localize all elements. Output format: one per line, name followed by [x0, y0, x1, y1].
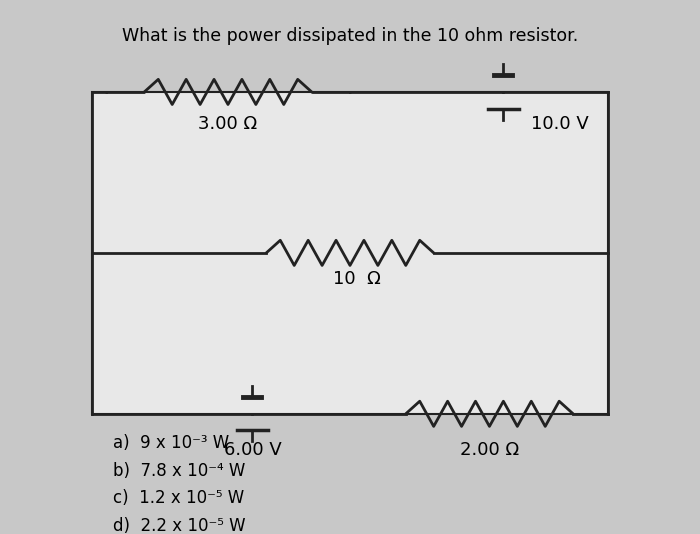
FancyBboxPatch shape — [92, 92, 608, 414]
Text: What is the power dissipated in the 10 ohm resistor.: What is the power dissipated in the 10 o… — [122, 27, 578, 44]
Text: c)  1.2 x 10⁻⁵ W: c) 1.2 x 10⁻⁵ W — [113, 489, 244, 507]
Text: 3.00 Ω: 3.00 Ω — [198, 115, 258, 132]
Text: a)  9 x 10⁻³ W: a) 9 x 10⁻³ W — [113, 434, 229, 452]
Text: 6.00 V: 6.00 V — [223, 442, 281, 459]
Text: b)  7.8 x 10⁻⁴ W: b) 7.8 x 10⁻⁴ W — [113, 461, 245, 480]
Text: d)  2.2 x 10⁻⁵ W: d) 2.2 x 10⁻⁵ W — [113, 517, 246, 534]
Text: 10  Ω: 10 Ω — [333, 270, 381, 288]
Text: 2.00 Ω: 2.00 Ω — [460, 442, 519, 459]
Text: 10.0 V: 10.0 V — [531, 115, 589, 132]
